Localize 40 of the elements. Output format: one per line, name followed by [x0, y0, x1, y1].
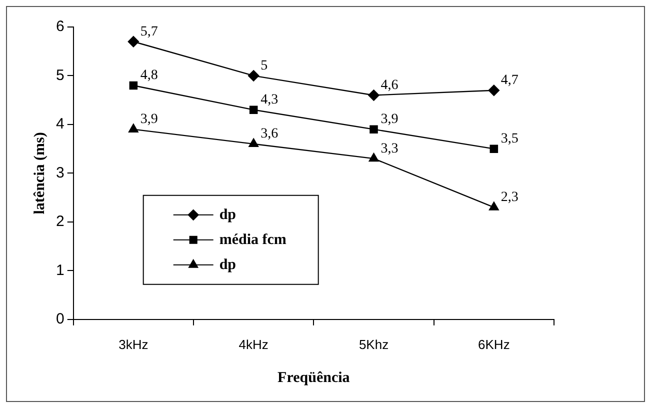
x-tick-label: 4kHz — [238, 336, 268, 352]
point — [368, 152, 379, 162]
data-label: 4,3 — [260, 92, 278, 108]
data-label: 3,9 — [380, 112, 398, 128]
legend-label: dp — [219, 256, 236, 273]
data-label: 4,8 — [140, 68, 158, 84]
data-label: 5 — [260, 58, 268, 74]
point — [488, 202, 499, 210]
x-axis-title: Freqüência — [278, 370, 350, 386]
point — [488, 84, 500, 96]
point — [490, 144, 498, 153]
x-tick-label: 3kHz — [118, 336, 148, 352]
y-tick-label: 6 — [56, 18, 64, 36]
point — [249, 106, 258, 114]
y-tick-label: 1 — [56, 262, 64, 279]
y-tick-label: 5 — [56, 66, 64, 84]
point — [128, 36, 140, 48]
data-label: 2,3 — [500, 190, 518, 205]
point — [370, 125, 378, 134]
y-tick-label: 0 — [56, 310, 64, 328]
x-tick-label: 6KHz — [478, 336, 510, 352]
data-label: 3,3 — [380, 141, 398, 156]
data-label: 3,6 — [260, 126, 278, 142]
data-label: 4,6 — [380, 78, 398, 93]
legend-label: dp — [219, 206, 236, 223]
point — [248, 70, 260, 82]
y-tick-label: 2 — [56, 213, 64, 230]
data-label: 3,9 — [140, 112, 158, 128]
point — [129, 81, 138, 90]
point — [248, 138, 259, 148]
data-label: 4,7 — [500, 73, 518, 88]
x-tick-label: 5Khz — [358, 336, 389, 352]
point — [368, 90, 380, 101]
data-label: 5,7 — [140, 24, 158, 40]
data-label: 3,5 — [500, 132, 518, 147]
legend-label: média fcm — [219, 232, 287, 248]
y-tick-label: 4 — [56, 116, 64, 133]
y-axis-title: latência (ms) — [32, 132, 48, 214]
point — [128, 124, 138, 132]
y-tick-label: 3 — [56, 164, 64, 182]
